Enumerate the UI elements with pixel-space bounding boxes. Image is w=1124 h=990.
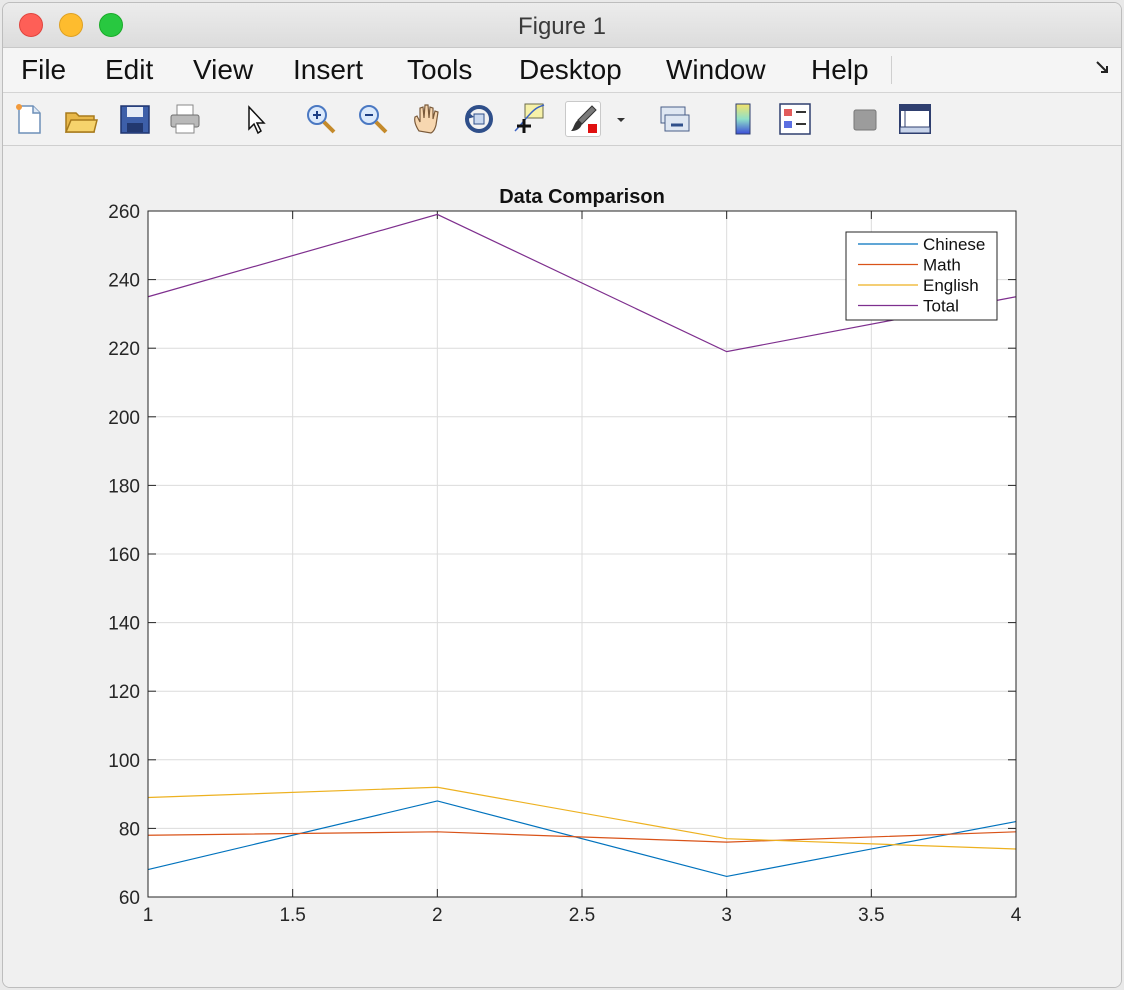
menu-tools[interactable]: Tools xyxy=(407,54,473,85)
series-line-english xyxy=(147,786,1017,850)
chart-title: Data Comparison xyxy=(499,186,665,208)
zoom-in-icon[interactable] xyxy=(303,101,339,137)
hide-plot-tools-icon[interactable] xyxy=(847,101,883,137)
legend-label-math: Math xyxy=(923,256,961,275)
y-tick-label: 200 xyxy=(108,408,140,429)
show-plot-tools-icon[interactable] xyxy=(897,101,933,137)
x-tick-label: 1 xyxy=(143,905,154,926)
series-line-total xyxy=(147,213,1017,353)
legend-label-chinese: Chinese xyxy=(923,235,985,254)
menu-window[interactable]: Window xyxy=(666,54,766,85)
legend-icon[interactable] xyxy=(777,101,813,137)
edit-plot-arrow-icon[interactable] xyxy=(239,101,275,137)
chart[interactable]: 1 1.5 2 2.5 3 3.5 4 60 80 100 120 140 160 180 200 220 24… xyxy=(3,146,1121,987)
y-tick-label: 160 xyxy=(108,545,140,566)
y-tick-label: 140 xyxy=(108,614,140,635)
legend-label-total: Total xyxy=(923,297,959,316)
save-icon[interactable] xyxy=(117,101,153,137)
brush-dropdown-icon[interactable] xyxy=(609,101,633,137)
menu-edit[interactable]: Edit xyxy=(105,54,154,85)
menu-desktop[interactable]: Desktop xyxy=(519,54,622,85)
y-tick-label: 60 xyxy=(119,888,140,909)
axes-box xyxy=(147,210,1017,898)
x-tick-label: 4 xyxy=(1011,905,1022,926)
y-tick-label: 120 xyxy=(108,682,140,703)
y-tick-label: 100 xyxy=(108,751,140,772)
window-title: Figure 1 xyxy=(517,13,607,40)
figure-canvas[interactable]: 1 1.5 2 2.5 3 3.5 4 60 80 100 120 140 160 180 200 220 24… xyxy=(3,146,1121,987)
print-icon[interactable] xyxy=(167,101,203,137)
maximize-button[interactable] xyxy=(99,13,123,37)
menu-help[interactable]: Help xyxy=(811,54,869,85)
y-tick-label: 80 xyxy=(119,819,140,840)
rotate-3d-icon[interactable] xyxy=(461,101,497,137)
pan-hand-icon[interactable] xyxy=(409,101,445,137)
minimize-button[interactable] xyxy=(59,13,83,37)
y-tick-label: 240 xyxy=(108,271,140,292)
close-button[interactable] xyxy=(19,13,43,37)
undock-icon[interactable] xyxy=(1095,60,1111,76)
menu-view[interactable]: View xyxy=(193,54,254,85)
y-tick-label: 180 xyxy=(108,476,140,497)
open-file-icon[interactable] xyxy=(63,101,99,137)
series-line-chinese xyxy=(147,800,1017,878)
x-tick-label: 1.5 xyxy=(279,905,305,926)
menu-insert[interactable]: Insert xyxy=(293,54,364,85)
data-cursor-icon[interactable] xyxy=(511,101,547,137)
legend-label-english: English xyxy=(923,276,979,295)
series-line-math xyxy=(147,831,1017,843)
x-tick-label: 3 xyxy=(721,905,732,926)
new-figure-icon[interactable] xyxy=(11,101,47,137)
x-tick-label: 2.5 xyxy=(569,905,595,926)
y-tick-label: 260 xyxy=(108,202,140,223)
link-plot-icon[interactable] xyxy=(657,101,693,137)
colorbar-icon[interactable] xyxy=(725,101,761,137)
menu-separator xyxy=(891,56,892,84)
y-tick-label: 220 xyxy=(108,339,140,360)
toolbar xyxy=(3,93,1121,146)
menu-file[interactable]: File xyxy=(21,54,67,85)
title-bar: Figure 1 xyxy=(3,3,1121,48)
x-tick-label: 2 xyxy=(432,905,443,926)
menu-bar: File Edit View Insert Tools Desktop Wind… xyxy=(3,48,1121,93)
zoom-out-icon[interactable] xyxy=(355,101,391,137)
x-tick-label: 3.5 xyxy=(858,905,884,926)
brush-icon[interactable] xyxy=(565,101,601,137)
